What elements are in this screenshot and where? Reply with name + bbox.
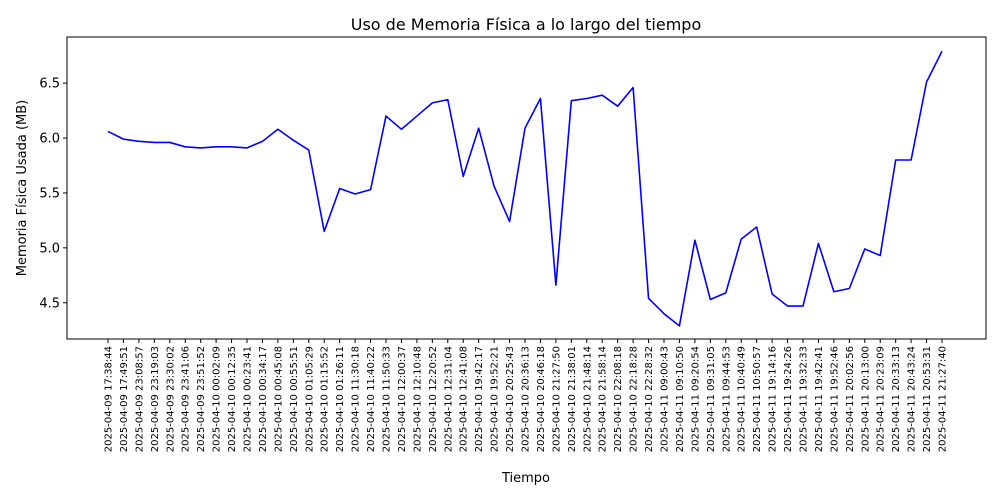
- x-tick-label: 2025-04-11 09:44:53: [721, 346, 732, 452]
- x-tick-label: 2025-04-10 01:15:52: [320, 346, 331, 452]
- x-tick-label: 2025-04-10 21:27:50: [551, 346, 562, 452]
- x-tick-label: 2025-04-11 09:10:50: [675, 346, 686, 452]
- x-tick-label: 2025-04-10 20:25:43: [505, 346, 516, 452]
- x-tick-label: 2025-04-11 09:00:43: [660, 346, 671, 452]
- x-tick-label: 2025-04-11 19:24:26: [783, 346, 794, 452]
- x-tick-label: 2025-04-11 09:20:54: [690, 346, 701, 452]
- x-tick-label: 2025-04-10 12:00:37: [397, 346, 408, 452]
- y-tick-label: 5.0: [39, 241, 60, 256]
- series-line: [107, 50, 943, 327]
- x-tick-label: 2025-04-10 21:58:14: [598, 346, 609, 452]
- x-tick-label: 2025-04-10 11:40:22: [366, 346, 377, 452]
- x-tick-label: 2025-04-11 20:23:09: [876, 346, 887, 452]
- x-tick-label: 2025-04-10 22:28:32: [644, 346, 655, 452]
- x-axis-label: Tiempo: [501, 471, 550, 486]
- x-tick-label: 2025-04-11 20:53:31: [922, 346, 933, 452]
- x-tick-label: 2025-04-10 01:26:11: [335, 346, 346, 452]
- x-tick-label: 2025-04-10 20:36:13: [521, 346, 532, 452]
- x-tick-label: 2025-04-11 19:42:41: [814, 346, 825, 452]
- y-tick-label: 5.5: [39, 186, 60, 201]
- x-tick-label: 2025-04-10 12:41:08: [459, 346, 470, 452]
- x-axis: 2025-04-09 17:38:44 2025-04-09 17:49:51 20…: [104, 339, 949, 452]
- x-tick-label: 2025-04-10 22:08:18: [613, 346, 624, 452]
- x-tick-label: 2025-04-10 22:18:28: [629, 346, 640, 452]
- x-tick-label: 2025-04-10 11:30:18: [351, 346, 362, 452]
- x-tick-label: 2025-04-10 12:31:04: [443, 346, 454, 452]
- plot-area: [66, 36, 987, 340]
- x-tick-label: 2025-04-09 23:51:52: [196, 346, 207, 452]
- x-tick-label: 2025-04-11 09:31:05: [706, 346, 717, 452]
- x-tick-label: 2025-04-10 19:52:21: [490, 346, 501, 452]
- series-group: [107, 50, 943, 327]
- x-tick-label: 2025-04-10 00:55:51: [289, 346, 300, 452]
- x-tick-label: 2025-04-11 20:13:00: [860, 346, 871, 452]
- x-tick-label: 2025-04-10 19:42:17: [474, 346, 485, 452]
- x-tick-label: 2025-04-10 12:20:52: [428, 346, 439, 452]
- y-axis-label: Memoria Física Usada (MB): [15, 100, 30, 277]
- y-tick-label: 6.5: [39, 77, 60, 92]
- x-tick-label: 2025-04-09 17:49:51: [119, 346, 130, 452]
- x-tick-label: 2025-04-10 00:12:35: [227, 346, 238, 452]
- x-tick-label: 2025-04-09 23:30:02: [165, 346, 176, 452]
- x-tick-label: 2025-04-09 23:08:57: [134, 346, 145, 452]
- y-axis: 4.5 5.0 5.5 6.0 6.5: [39, 77, 67, 311]
- x-tick-label: 2025-04-11 10:40:49: [737, 346, 748, 452]
- x-tick-label: 2025-04-10 00:45:08: [273, 346, 284, 452]
- x-tick-label: 2025-04-09 23:41:06: [181, 346, 192, 452]
- y-tick-label: 4.5: [39, 296, 60, 311]
- x-tick-label: 2025-04-10 00:34:17: [258, 346, 269, 452]
- chart-title: Uso de Memoria Física a lo largo del tie…: [351, 15, 701, 34]
- x-tick-label: 2025-04-10 12:10:48: [412, 346, 423, 452]
- x-tick-label: 2025-04-11 19:52:46: [829, 346, 840, 452]
- x-tick-label: 2025-04-10 21:48:14: [582, 346, 593, 452]
- x-tick-label: 2025-04-10 20:46:18: [536, 346, 547, 452]
- x-tick-label: 2025-04-10 00:02:09: [212, 346, 223, 452]
- x-tick-label: 2025-04-09 23:19:03: [150, 346, 161, 452]
- x-tick-label: 2025-04-10 21:38:01: [567, 346, 578, 452]
- x-tick-label: 2025-04-11 10:50:57: [752, 346, 763, 452]
- x-tick-label: 2025-04-10 00:23:41: [243, 346, 254, 452]
- x-tick-label: 2025-04-11 20:43:24: [907, 346, 918, 452]
- x-tick-label: 2025-04-11 20:02:56: [845, 346, 856, 452]
- x-tick-label: 2025-04-11 19:32:33: [799, 346, 810, 452]
- y-tick-label: 6.0: [39, 132, 60, 147]
- x-tick-label: 2025-04-10 01:05:29: [304, 346, 315, 452]
- x-tick-label: 2025-04-11 21:27:40: [938, 346, 949, 452]
- x-tick-label: 2025-04-10 11:50:33: [382, 346, 393, 452]
- x-tick-label: 2025-04-11 20:33:13: [891, 346, 902, 452]
- x-tick-label: 2025-04-11 19:14:16: [768, 346, 779, 452]
- x-tick-label: 2025-04-09 17:38:44: [104, 346, 115, 452]
